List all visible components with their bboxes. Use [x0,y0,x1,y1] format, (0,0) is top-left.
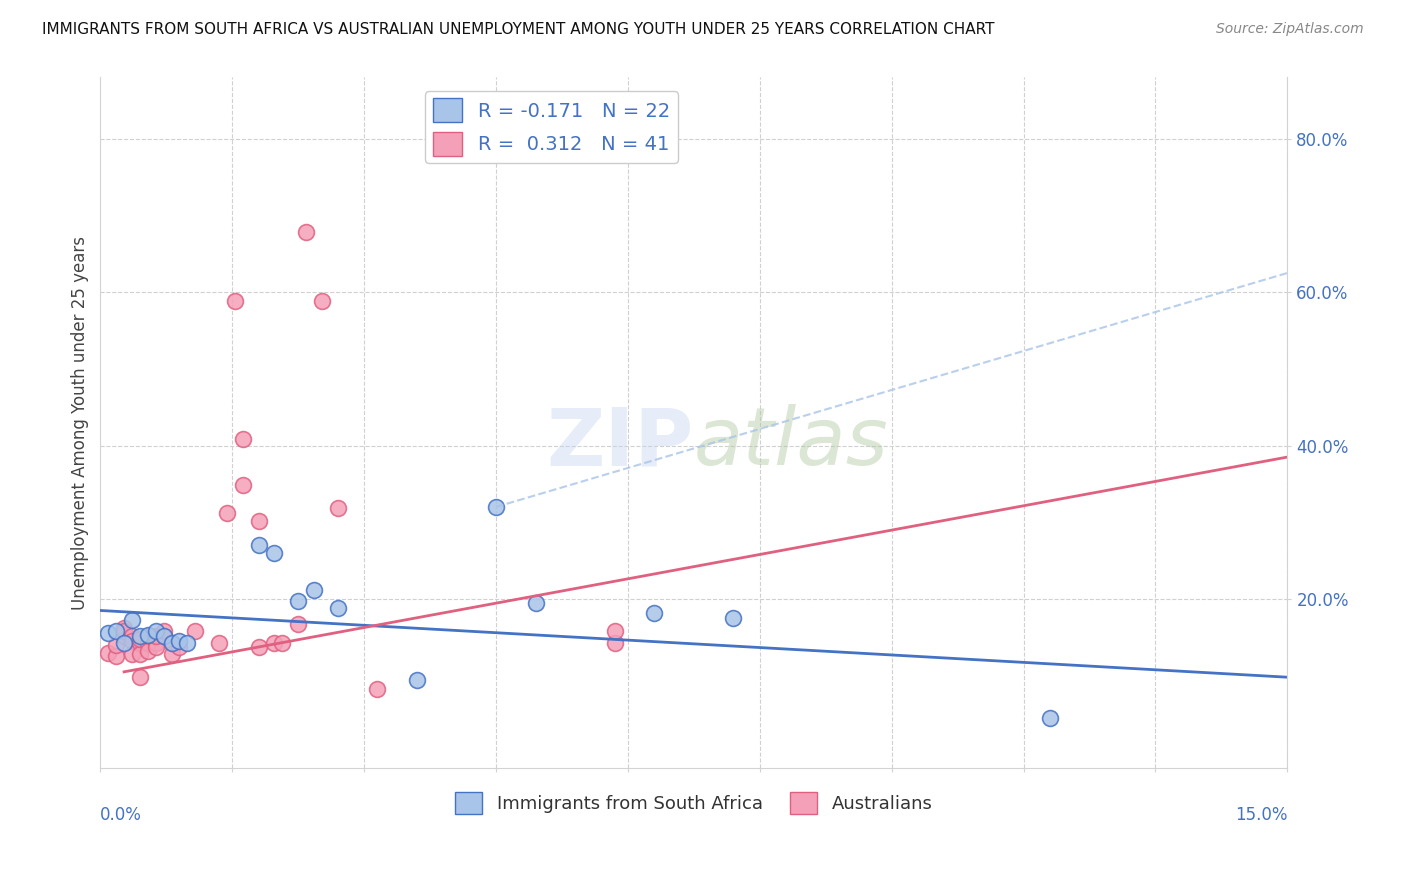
Point [145,629,167,643]
Point [311,294,333,309]
Point [129,647,152,661]
Point [603,624,626,639]
Text: IMMIGRANTS FROM SOUTH AFRICA VS AUSTRALIAN UNEMPLOYMENT AMONG YOUTH UNDER 25 YEA: IMMIGRANTS FROM SOUTH AFRICA VS AUSTRALI… [42,22,994,37]
Point [136,629,159,643]
Text: ZIP: ZIP [547,404,693,483]
Point [643,606,665,620]
Point [145,640,167,654]
Text: Source: ZipAtlas.com: Source: ZipAtlas.com [1216,22,1364,37]
Point [112,621,135,635]
Point [247,640,270,654]
Point [105,649,128,664]
Text: 0.0%: 0.0% [100,805,142,823]
Point [129,632,152,646]
Point [247,514,270,528]
Point [97,646,120,660]
Point [121,614,143,628]
Point [287,616,309,631]
Point [112,624,135,639]
Y-axis label: Unemployment Among Youth under 25 years: Unemployment Among Youth under 25 years [72,235,89,609]
Point [145,636,167,650]
Text: 15.0%: 15.0% [1234,805,1288,823]
Point [287,593,309,607]
Point [129,636,152,650]
Point [121,634,143,648]
Point [152,629,174,643]
Point [603,636,626,650]
Point [723,611,745,625]
Point [271,636,294,650]
Point [160,636,183,650]
Point [232,433,254,447]
Point [326,501,349,516]
Text: atlas: atlas [693,404,889,483]
Point [160,636,183,650]
Legend: Immigrants from South Africa, Australians: Immigrants from South Africa, Australian… [449,784,939,821]
Point [184,624,207,639]
Point [263,546,285,560]
Point [208,636,231,650]
Point [105,638,128,652]
Point [169,640,191,654]
Point [524,596,547,610]
Point [121,647,143,661]
Point [247,538,270,552]
Point [295,225,318,239]
Point [224,294,246,309]
Point [129,670,152,684]
Point [263,636,285,650]
Point [136,644,159,658]
Point [129,629,152,643]
Point [112,629,135,643]
Point [169,634,191,648]
Point [160,647,183,661]
Point [1039,711,1062,725]
Point [136,636,159,650]
Point [145,624,167,639]
Point [485,500,508,514]
Point [326,601,349,615]
Point [136,628,159,642]
Point [366,682,388,697]
Point [112,636,135,650]
Point [97,626,120,640]
Point [152,629,174,643]
Point [215,506,238,520]
Point [152,624,174,639]
Point [105,624,128,639]
Point [232,478,254,492]
Point [176,636,198,650]
Point [302,582,325,597]
Point [405,673,427,687]
Point [121,629,143,643]
